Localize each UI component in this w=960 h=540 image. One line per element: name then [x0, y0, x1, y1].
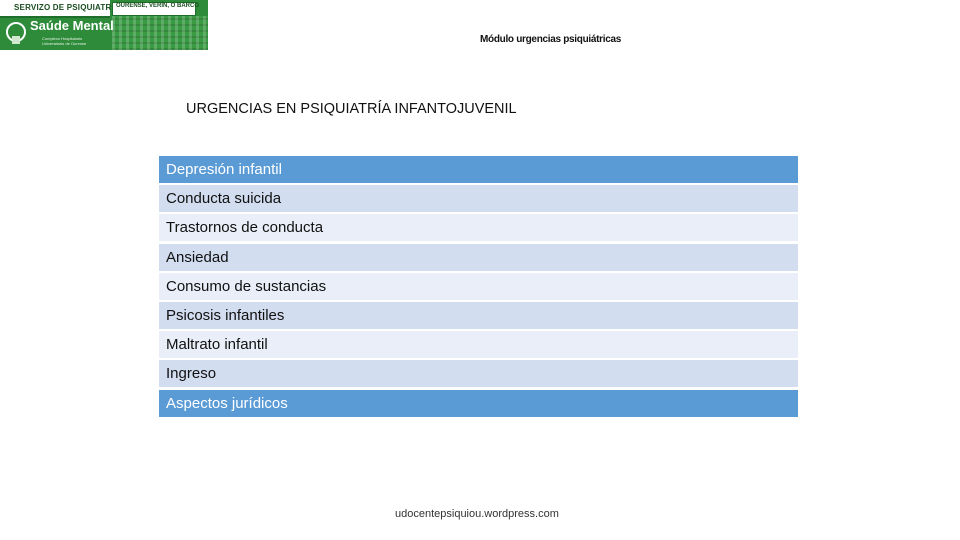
- topic-list: Depresión infantil Conducta suicida Tras…: [159, 156, 798, 419]
- topic-item-aspectos-juridicos: Aspectos jurídicos: [159, 389, 798, 417]
- logo-brand-text: Saúde Mental: [30, 18, 114, 33]
- topic-item-depresion: Depresión infantil: [159, 156, 798, 183]
- topic-item-ingreso: Ingreso: [159, 360, 798, 388]
- topic-item-psicosis: Psicosis infantiles: [159, 301, 798, 329]
- topic-item-ansiedad: Ansiedad: [159, 243, 798, 271]
- page-title: URGENCIAS EN PSIQUIATRÍA INFANTOJUVENIL: [186, 101, 517, 117]
- logo-pattern: [112, 16, 208, 50]
- logo-area-text: OURENSE, VERÍN, O BARCO: [116, 3, 200, 9]
- topic-item-trastornos: Trastornos de conducta: [159, 214, 798, 242]
- logo-department-text: Complexo Hospitalario Universitario de O…: [42, 36, 87, 46]
- logo-service-text: SERVIZO DE PSIQUIATRÍA: [14, 3, 120, 12]
- saude-mental-logo: SERVIZO DE PSIQUIATRÍA OURENSE, VERÍN, O…: [0, 0, 208, 50]
- logo-header-stripe: [0, 0, 110, 18]
- topic-item-maltrato: Maltrato infantil: [159, 331, 798, 359]
- logo-area-box: [112, 2, 196, 16]
- topic-item-consumo: Consumo de sustancias: [159, 272, 798, 300]
- topic-item-conducta-suicida: Conducta suicida: [159, 185, 798, 213]
- module-title: Módulo urgencias psiquiátricas: [480, 34, 622, 45]
- footer-url: udocentepsiquiou.wordpress.com: [395, 508, 559, 520]
- logo-emblem-square-icon: [12, 36, 20, 44]
